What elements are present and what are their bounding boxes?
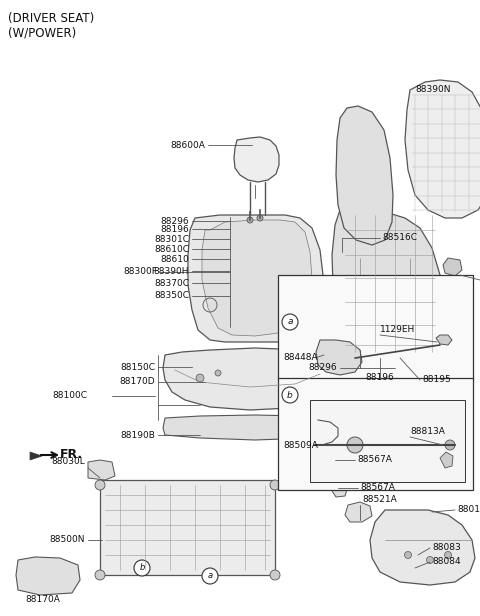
Circle shape bbox=[134, 560, 150, 576]
Text: 88300F: 88300F bbox=[123, 267, 157, 277]
Text: 88195: 88195 bbox=[422, 376, 451, 384]
Text: (DRIVER SEAT): (DRIVER SEAT) bbox=[8, 12, 94, 25]
Polygon shape bbox=[202, 220, 312, 336]
Polygon shape bbox=[316, 340, 362, 375]
Text: a: a bbox=[287, 317, 293, 326]
Circle shape bbox=[282, 314, 298, 330]
Polygon shape bbox=[16, 557, 80, 595]
Text: 88567A: 88567A bbox=[357, 455, 392, 464]
Circle shape bbox=[247, 217, 253, 223]
Polygon shape bbox=[30, 452, 42, 460]
Circle shape bbox=[95, 480, 105, 490]
Polygon shape bbox=[345, 333, 368, 358]
Bar bbox=[310, 400, 465, 482]
Polygon shape bbox=[436, 335, 452, 345]
Text: b: b bbox=[287, 391, 293, 400]
Circle shape bbox=[427, 556, 433, 564]
Text: 88390H: 88390H bbox=[154, 267, 189, 275]
Polygon shape bbox=[330, 480, 348, 497]
Text: 88509A: 88509A bbox=[283, 440, 318, 450]
Circle shape bbox=[282, 387, 298, 403]
Text: 88600A: 88600A bbox=[170, 140, 205, 150]
Text: 88030L: 88030L bbox=[51, 458, 85, 466]
Text: 88500N: 88500N bbox=[49, 535, 85, 545]
Circle shape bbox=[405, 551, 411, 559]
Circle shape bbox=[300, 315, 310, 325]
Text: 88448A: 88448A bbox=[283, 354, 318, 362]
Circle shape bbox=[445, 440, 455, 450]
Polygon shape bbox=[234, 137, 279, 182]
Text: b: b bbox=[139, 564, 144, 572]
Polygon shape bbox=[362, 337, 385, 362]
Bar bbox=[278, 378, 473, 490]
Text: 88084: 88084 bbox=[432, 557, 461, 567]
Text: 88296: 88296 bbox=[308, 363, 337, 373]
Circle shape bbox=[215, 370, 221, 376]
Polygon shape bbox=[188, 215, 323, 342]
Text: 88370C: 88370C bbox=[154, 278, 189, 288]
Polygon shape bbox=[332, 210, 443, 360]
Text: 88150C: 88150C bbox=[120, 362, 155, 371]
Polygon shape bbox=[405, 80, 480, 218]
Text: 88196: 88196 bbox=[365, 373, 394, 383]
Text: 1129EH: 1129EH bbox=[380, 325, 415, 334]
Text: 88100C: 88100C bbox=[52, 392, 87, 400]
Text: 88196: 88196 bbox=[160, 224, 189, 233]
Text: 88350C: 88350C bbox=[154, 291, 189, 301]
Polygon shape bbox=[325, 452, 345, 470]
Polygon shape bbox=[336, 106, 393, 245]
Text: 88190B: 88190B bbox=[120, 431, 155, 439]
Text: 88010L: 88010L bbox=[457, 506, 480, 514]
Bar bbox=[278, 275, 473, 380]
Text: 88301C: 88301C bbox=[154, 235, 189, 243]
Circle shape bbox=[257, 215, 263, 221]
Polygon shape bbox=[163, 415, 337, 440]
Bar bbox=[100, 480, 275, 575]
Circle shape bbox=[444, 551, 452, 559]
Circle shape bbox=[95, 570, 105, 580]
Text: 88390N: 88390N bbox=[415, 86, 451, 94]
Polygon shape bbox=[440, 452, 453, 468]
Text: 88567A: 88567A bbox=[360, 484, 395, 493]
Polygon shape bbox=[88, 460, 115, 480]
Circle shape bbox=[347, 437, 363, 453]
Text: FR.: FR. bbox=[60, 448, 83, 461]
Text: 88610: 88610 bbox=[160, 254, 189, 264]
Text: 88516C: 88516C bbox=[382, 233, 417, 243]
Circle shape bbox=[270, 480, 280, 490]
Polygon shape bbox=[443, 258, 462, 276]
Circle shape bbox=[270, 570, 280, 580]
Text: 88170D: 88170D bbox=[120, 378, 155, 386]
Polygon shape bbox=[345, 502, 372, 522]
Text: (W/POWER): (W/POWER) bbox=[8, 26, 76, 39]
Polygon shape bbox=[163, 348, 336, 410]
Text: 88521A: 88521A bbox=[362, 495, 397, 505]
Text: 88083: 88083 bbox=[432, 543, 461, 553]
Text: 88813A: 88813A bbox=[410, 428, 445, 437]
Text: 88170A: 88170A bbox=[25, 596, 60, 604]
Text: a: a bbox=[207, 572, 213, 580]
Circle shape bbox=[202, 568, 218, 584]
Polygon shape bbox=[370, 510, 475, 585]
Text: 88610C: 88610C bbox=[154, 245, 189, 254]
Circle shape bbox=[196, 374, 204, 382]
Polygon shape bbox=[445, 283, 466, 302]
Text: 88296: 88296 bbox=[160, 216, 189, 225]
